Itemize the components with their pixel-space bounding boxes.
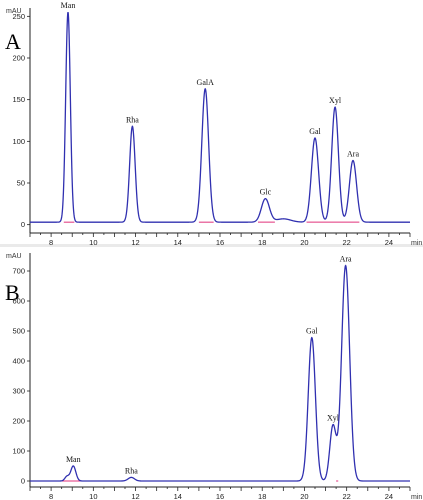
peak-label-b-man: Man [66,455,81,464]
peak-label-b-ara: Ara [340,255,352,264]
x-tick-label-a-20: 20 [300,238,308,247]
x-tick-label-a-24: 24 [385,238,393,247]
chromatogram-trace-b [30,264,410,482]
panel-divider [0,244,423,247]
x-tick-label-b-22: 22 [342,492,350,500]
x-tick-label-a-12: 12 [131,238,139,247]
x-tick-label-b-18: 18 [258,492,266,500]
y-tick-label-b-300: 300 [12,387,25,396]
y-tick-label-a-100: 100 [12,137,25,146]
x-tick-label-b-24: 24 [385,492,393,500]
y-tick-label-a-200: 200 [12,54,25,63]
y-tick-label-a-150: 150 [12,95,25,104]
y-unit-a: mAU [6,8,22,15]
x-tick-label-a-8: 8 [49,238,53,247]
peak-label-a-gal: Gal [309,127,321,136]
x-unit-b: min [411,494,422,500]
y-tick-label-a-50: 50 [17,179,25,188]
peak-label-a-xyl: Xyl [329,96,342,105]
y-tick-label-b-500: 500 [12,327,25,336]
y-tick-label-a-250: 250 [12,12,25,21]
x-tick-label-a-22: 22 [342,238,350,247]
y-tick-label-b-200: 200 [12,417,25,426]
x-tick-label-b-12: 12 [131,492,139,500]
x-tick-label-b-14: 14 [174,492,182,500]
y-tick-label-b-700: 700 [12,267,25,276]
x-tick-label-a-18: 18 [258,238,266,247]
x-tick-label-a-14: 14 [174,238,182,247]
peak-label-a-rha: Rha [126,115,139,124]
peak-label-b-rha: Rha [125,466,138,475]
peak-label-b-xyl: Xyl [327,414,340,423]
y-tick-label-a-0: 0 [21,220,25,229]
y-tick-label-b-100: 100 [12,447,25,456]
y-unit-b: mAU [6,253,22,260]
peak-label-a-man: Man [61,1,76,10]
peak-label-b-gal: Gal [306,327,318,336]
y-tick-label-b-0: 0 [21,477,25,486]
peak-label-a-ara: Ara [347,149,359,158]
panel-letter-a: A [5,29,21,54]
peak-label-a-gala: GalA [197,78,215,87]
peak-label-a-glc: Glc [260,188,272,197]
x-tick-label-a-10: 10 [89,238,97,247]
panel-letter-b: B [5,280,20,305]
y-tick-label-b-600: 600 [12,297,25,306]
chromatogram-trace-a [30,12,410,223]
x-tick-label-a-16: 16 [216,238,224,247]
x-unit-a: min [411,240,422,247]
x-tick-label-b-8: 8 [49,492,53,500]
x-tick-label-b-10: 10 [89,492,97,500]
x-tick-label-b-16: 16 [216,492,224,500]
x-tick-label-b-20: 20 [300,492,308,500]
y-tick-label-b-400: 400 [12,357,25,366]
